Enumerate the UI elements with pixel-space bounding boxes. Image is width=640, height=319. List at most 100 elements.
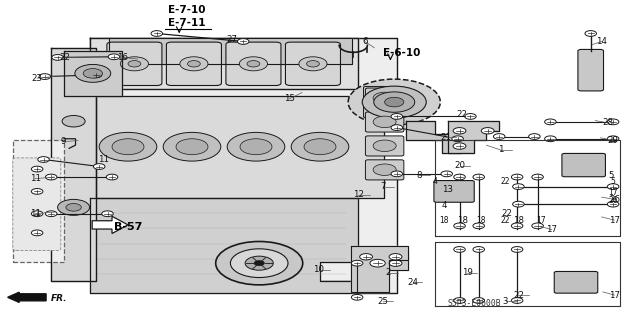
Circle shape: [481, 128, 494, 134]
Circle shape: [254, 261, 264, 266]
Circle shape: [511, 223, 523, 229]
Circle shape: [454, 247, 465, 252]
Circle shape: [473, 298, 484, 303]
Polygon shape: [90, 198, 358, 293]
Circle shape: [453, 128, 466, 134]
Text: 20: 20: [454, 161, 465, 170]
Circle shape: [441, 171, 452, 177]
Circle shape: [106, 174, 118, 180]
Text: 25: 25: [377, 297, 388, 306]
Text: B-57: B-57: [114, 222, 142, 232]
Text: 14: 14: [596, 37, 607, 46]
Circle shape: [188, 61, 200, 67]
Text: 16: 16: [117, 53, 129, 62]
Polygon shape: [13, 140, 64, 262]
FancyBboxPatch shape: [365, 160, 404, 180]
Circle shape: [237, 39, 249, 44]
Circle shape: [90, 72, 102, 78]
Circle shape: [373, 164, 396, 175]
Circle shape: [31, 166, 43, 172]
Circle shape: [473, 174, 484, 180]
Circle shape: [370, 259, 385, 267]
Circle shape: [453, 143, 466, 149]
Text: 21: 21: [440, 133, 451, 142]
Circle shape: [389, 260, 402, 266]
Text: 2: 2: [385, 268, 390, 277]
Text: 19: 19: [462, 268, 472, 277]
Text: 26: 26: [609, 195, 620, 204]
Circle shape: [454, 298, 465, 303]
Circle shape: [545, 119, 556, 125]
Circle shape: [545, 136, 556, 142]
Circle shape: [348, 79, 440, 125]
Text: 8: 8: [417, 171, 422, 180]
FancyBboxPatch shape: [107, 42, 162, 85]
Circle shape: [391, 171, 403, 177]
Text: 12: 12: [353, 190, 364, 199]
Text: E-6-10: E-6-10: [383, 48, 420, 58]
Circle shape: [39, 74, 51, 79]
FancyBboxPatch shape: [562, 153, 605, 177]
Circle shape: [473, 223, 484, 229]
Circle shape: [83, 69, 102, 78]
Circle shape: [31, 211, 43, 217]
Circle shape: [245, 256, 273, 270]
Circle shape: [93, 164, 105, 169]
Text: 4: 4: [433, 177, 438, 186]
Circle shape: [454, 174, 465, 180]
Circle shape: [561, 279, 573, 286]
Circle shape: [391, 125, 403, 130]
Circle shape: [493, 134, 505, 139]
Circle shape: [75, 64, 111, 82]
Circle shape: [440, 188, 453, 195]
Circle shape: [373, 140, 396, 152]
Circle shape: [511, 247, 523, 252]
Text: 5: 5: [611, 177, 616, 186]
Circle shape: [586, 162, 599, 168]
Circle shape: [62, 115, 85, 127]
Text: 23: 23: [31, 74, 43, 83]
Circle shape: [568, 162, 581, 168]
Circle shape: [607, 136, 619, 142]
Circle shape: [373, 116, 396, 128]
Circle shape: [374, 92, 415, 112]
Circle shape: [529, 134, 540, 139]
FancyBboxPatch shape: [285, 42, 340, 85]
Text: 17: 17: [536, 216, 546, 225]
Circle shape: [291, 132, 349, 161]
Circle shape: [351, 260, 363, 266]
Circle shape: [66, 204, 81, 211]
Circle shape: [299, 57, 327, 71]
Polygon shape: [64, 51, 122, 96]
FancyArrow shape: [8, 292, 46, 302]
Text: 4: 4: [442, 201, 447, 210]
Text: 11: 11: [29, 174, 41, 183]
FancyBboxPatch shape: [365, 88, 404, 108]
Circle shape: [452, 136, 463, 142]
Text: 18: 18: [513, 216, 524, 225]
Circle shape: [120, 57, 148, 71]
Circle shape: [362, 86, 426, 118]
Text: 17: 17: [608, 188, 618, 197]
Polygon shape: [90, 38, 358, 89]
FancyBboxPatch shape: [554, 271, 598, 293]
Circle shape: [112, 139, 144, 155]
Circle shape: [45, 211, 57, 217]
Text: 11: 11: [29, 209, 41, 218]
Polygon shape: [92, 216, 128, 234]
Circle shape: [38, 157, 49, 162]
Polygon shape: [96, 96, 384, 198]
Circle shape: [240, 139, 272, 155]
Circle shape: [307, 61, 319, 67]
Text: 22: 22: [456, 110, 468, 119]
Circle shape: [151, 31, 163, 36]
Circle shape: [180, 57, 208, 71]
Text: 6: 6: [362, 37, 367, 46]
Circle shape: [607, 119, 619, 125]
Text: 1: 1: [498, 145, 503, 154]
Text: 18: 18: [440, 216, 449, 225]
Circle shape: [473, 247, 484, 252]
Circle shape: [31, 230, 43, 236]
Circle shape: [532, 174, 543, 180]
FancyBboxPatch shape: [365, 136, 404, 156]
